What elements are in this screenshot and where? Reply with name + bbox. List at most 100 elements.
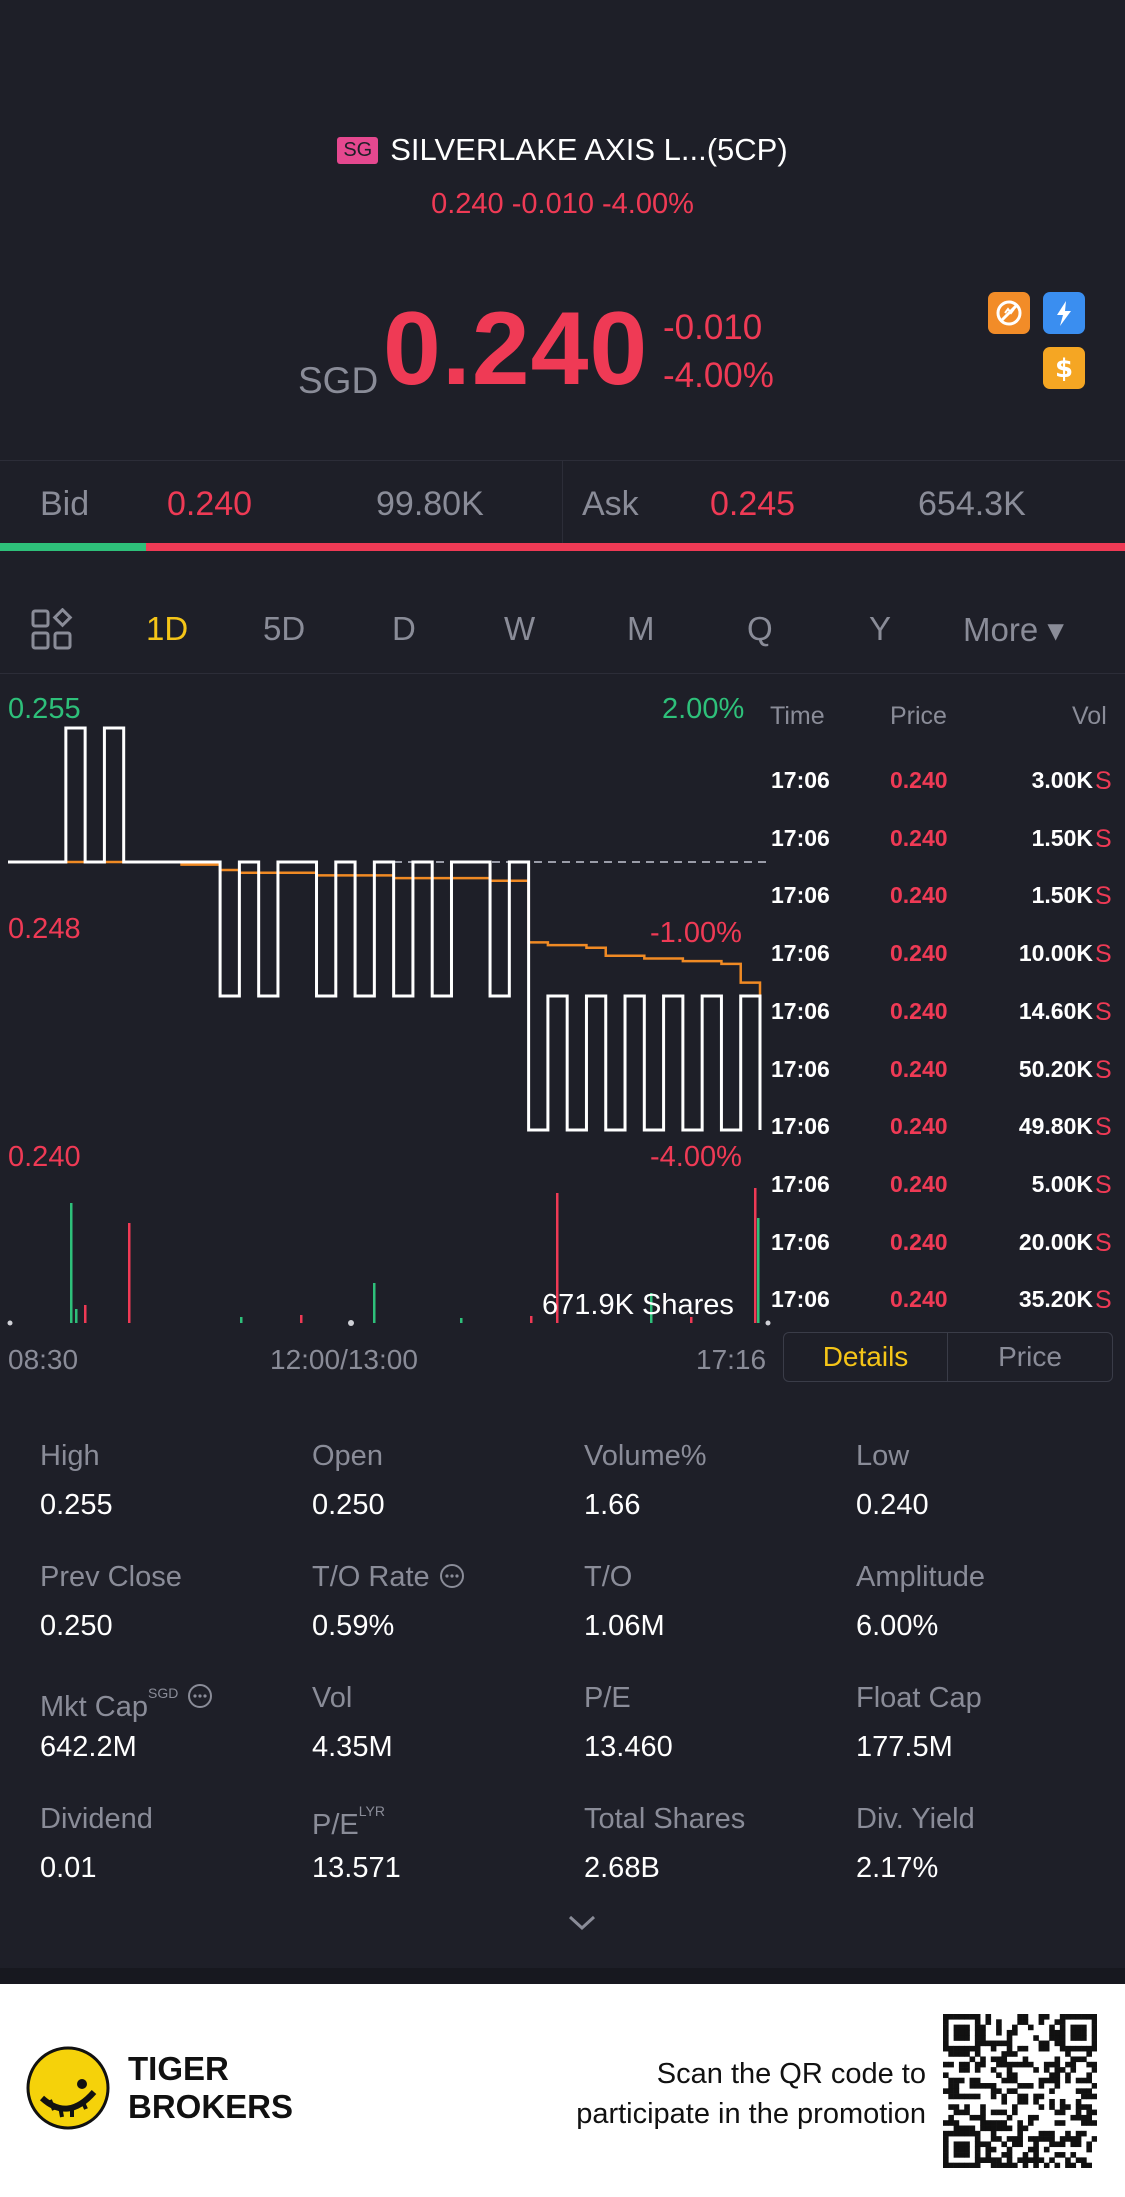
dollar-icon[interactable]: $ [1043,347,1085,389]
stat-label: Amplitude [856,1561,985,1594]
qr-module [1017,2093,1023,2100]
trade-volume: 50.20K [1018,1055,1093,1082]
grid-layout-icon[interactable] [30,607,74,657]
qr-module [1054,2152,1061,2158]
info-more-icon[interactable] [186,1684,214,1717]
trade-side: S [1095,1113,1112,1142]
qr-module [948,2061,954,2068]
qr-module [980,2056,986,2063]
avg-price-line [8,860,762,1010]
qr-module [1075,2130,1082,2137]
stock-title[interactable]: SG SILVERLAKE AXIS L...(5CP) [0,132,1125,168]
qr-module [958,2045,965,2052]
no-short-icon[interactable] [988,292,1030,334]
qr-module [1091,2019,1097,2025]
qr-module [1033,2114,1039,2121]
qr-module [943,2157,949,2163]
info-more-icon[interactable] [438,1564,466,1597]
qr-module [1059,2109,1066,2116]
qr-module [1006,2157,1013,2163]
qr-module [996,2024,1002,2031]
trade-side: S [1095,997,1112,1026]
qr-module [1043,2162,1050,2168]
qr-module [1006,2072,1013,2079]
qr-module [1033,2136,1039,2142]
qr-module [948,2083,954,2089]
tab-divider [947,1333,948,1381]
trade-volume: 35.20K [1018,1286,1093,1313]
stat-value: 13.460 [584,1731,673,1763]
qr-module [964,2109,970,2116]
chevron-down-icon[interactable] [565,1912,599,1937]
tab-more[interactable]: More ▾ [963,611,1064,648]
tab-q[interactable]: Q [747,610,773,647]
qr-module [1065,2051,1071,2057]
qr-module [1081,2120,1087,2126]
qr-module [943,2088,949,2094]
qr-module [990,2088,997,2094]
qr-module [948,2077,954,2084]
qr-module [1038,2077,1045,2084]
qr-module [943,2029,949,2036]
qr-module [1075,2141,1082,2148]
qr-module [1049,2072,1055,2079]
qr-module [990,2067,997,2073]
lightning-icon[interactable] [1043,292,1085,334]
qr-module [980,2061,986,2068]
trade-price: 0.240 [890,940,948,967]
qr-module [1017,2045,1023,2052]
qr-module [964,2035,970,2041]
qr-module [1081,2162,1087,2168]
tab-w[interactable]: W [504,610,536,647]
qr-module [1081,2104,1087,2110]
qr-module [1033,2152,1039,2158]
qr-module [974,2067,981,2073]
tab-m[interactable]: M [627,610,655,647]
intraday-chart[interactable] [0,690,775,1330]
qr-module [1091,2061,1097,2068]
qr-module [1086,2146,1092,2153]
qr-module [1001,2056,1008,2063]
qr-module [974,2077,981,2084]
qr-module [953,2130,960,2137]
ask-size: 654.3K [918,485,1026,523]
trade-time: 17:06 [771,882,830,909]
stat-value: 13.571 [312,1852,401,1884]
qr-module [1006,2125,1013,2132]
tab-1d[interactable]: 1D [146,610,189,647]
stat-label-text: Amplitude [856,1561,985,1593]
trade-side: S [1095,824,1112,853]
qr-module [1081,2024,1087,2031]
qr-module [1001,2152,1008,2158]
qr-code[interactable] [943,2014,1097,2168]
stat-label: Mkt CapSGD [40,1682,214,1724]
trade-time: 17:06 [771,940,830,967]
x-label-open: 08:30 [8,1344,79,1375]
close-marker [765,1320,771,1326]
qr-module [1054,2072,1061,2079]
qr-module [969,2162,976,2168]
qr-module [980,2109,986,2116]
qr-module [1075,2024,1082,2031]
tab-details[interactable]: Details [822,1341,909,1372]
qr-module [1012,2104,1018,2110]
tab-price[interactable]: Price [998,1341,1062,1372]
tab-d[interactable]: D [392,610,416,647]
trade-price: 0.240 [890,997,948,1024]
qr-module [1033,2067,1039,2073]
qr-module [1049,2104,1055,2110]
tab-5d[interactable]: 5D [263,610,306,647]
qr-module [1054,2019,1061,2025]
qr-module [1049,2088,1055,2094]
price-line [8,726,762,1132]
stat-value: 642.2M [40,1731,137,1763]
qr-module [953,2014,960,2020]
qr-module [1075,2014,1082,2020]
qr-module [958,2109,965,2116]
tab-y[interactable]: Y [869,610,892,647]
qr-module [1038,2014,1045,2020]
qr-module [985,2157,992,2163]
qr-module [964,2045,970,2052]
qr-module [1054,2061,1061,2068]
ask-label: Ask [582,485,639,523]
